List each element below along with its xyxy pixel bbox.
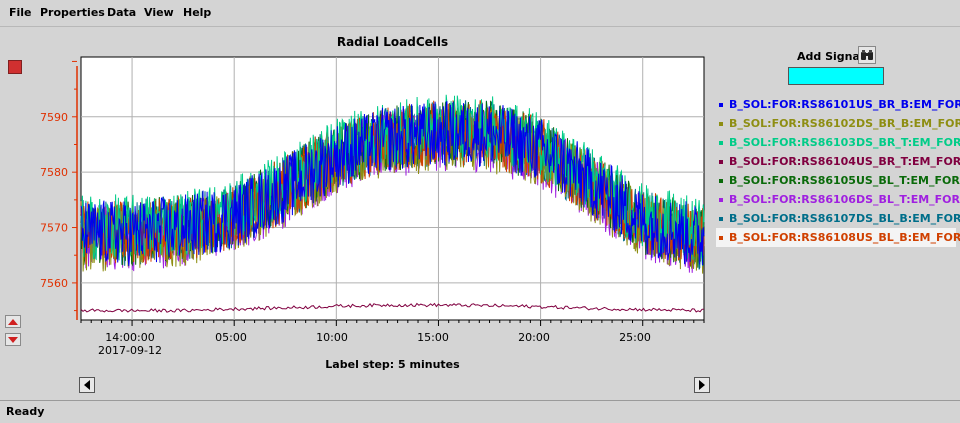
legend-label: B_SOL:FOR:RS86105US_BL_T:EM_FORCE (729, 174, 960, 187)
legend-label: B_SOL:FOR:RS86107DS_BL_B:EM_FORCE (729, 212, 960, 225)
find-signal-button[interactable] (858, 46, 876, 64)
legend-marker-icon (719, 235, 723, 240)
x-date-label: 2017-09-12 (98, 344, 162, 357)
legend-item[interactable]: B_SOL:FOR:RS86101US_BR_B:EM_FORCE (716, 95, 960, 114)
x-tick-label: 20:00 (518, 331, 550, 344)
x-tick-label: 15:00 (417, 331, 449, 344)
legend-marker-icon (719, 159, 723, 164)
legend-item[interactable]: B_SOL:FOR:RS86107DS_BL_B:EM_FORCE (716, 209, 960, 228)
legend-label: B_SOL:FOR:RS86101US_BR_B:EM_FORCE (729, 98, 960, 111)
legend-label: B_SOL:FOR:RS86106DS_BL_T:EM_FORCE (729, 193, 960, 206)
axis-color-button[interactable] (8, 60, 22, 74)
scroll-left-button[interactable] (79, 377, 95, 393)
arrow-down-icon (8, 336, 18, 343)
legend-label: B_SOL:FOR:RS86104US_BR_T:EM_FORCE (729, 155, 960, 168)
series-line (80, 302, 705, 313)
legend-item[interactable]: B_SOL:FOR:RS86104US_BR_T:EM_FORCE (716, 152, 960, 171)
x-tick-label: 10:00 (316, 331, 348, 344)
chart-title: Radial LoadCells (336, 35, 449, 49)
legend-item[interactable]: B_SOL:FOR:RS86108US_BL_B:EM_FORCE (716, 228, 960, 247)
legend-marker-icon (719, 102, 723, 107)
x-tick-label: 05:00 (215, 331, 247, 344)
y-tick-label: 7590 (40, 111, 68, 124)
y-tick-label: 7570 (40, 222, 68, 235)
menu-help[interactable]: Help (183, 6, 212, 19)
series-line (80, 100, 705, 267)
legend-item[interactable]: B_SOL:FOR:RS86106DS_BL_T:EM_FORCE (716, 190, 960, 209)
menu-view[interactable]: View (144, 6, 174, 19)
status-bar: Ready (0, 400, 960, 423)
legend-marker-icon (719, 140, 723, 145)
legend-label: B_SOL:FOR:RS86102DS_BR_B:EM_FORCE (729, 117, 960, 130)
legend-label: B_SOL:FOR:RS86108US_BL_B:EM_FORCE (729, 231, 960, 244)
menu-properties[interactable]: Properties (40, 6, 105, 19)
arrow-right-icon (699, 380, 705, 390)
scroll-right-button[interactable] (694, 377, 710, 393)
scale-up-button[interactable] (5, 315, 21, 328)
y-tick-label: 7580 (40, 166, 68, 179)
x-axis-label: Label step: 5 minutes (325, 358, 460, 371)
binoculars-icon (861, 50, 873, 60)
x-tick-label: 14:00:00 (105, 331, 155, 344)
legend-item[interactable]: B_SOL:FOR:RS86105US_BL_T:EM_FORCE (716, 171, 960, 190)
legend-label: B_SOL:FOR:RS86103DS_BR_T:EM_FORCE (729, 136, 960, 149)
arrow-up-icon (8, 318, 18, 325)
y-tick-label: 7560 (40, 277, 68, 290)
x-tick-label: 25:00 (619, 331, 651, 344)
status-text: Ready (6, 405, 45, 418)
legend-item[interactable]: B_SOL:FOR:RS86103DS_BR_T:EM_FORCE (716, 133, 960, 152)
series-line (80, 94, 705, 266)
legend-marker-icon (719, 216, 723, 221)
signal-input[interactable] (788, 67, 884, 85)
menu-bar: File Properties Data View Help (0, 0, 960, 27)
scale-down-button[interactable] (5, 333, 21, 346)
legend-item[interactable]: B_SOL:FOR:RS86102DS_BR_B:EM_FORCE (716, 114, 960, 133)
menu-data[interactable]: Data (107, 6, 137, 19)
legend-marker-icon (719, 121, 723, 126)
legend-marker-icon (719, 197, 723, 202)
menu-file[interactable]: File (9, 6, 32, 19)
add-signal-label: Add Signal (797, 50, 864, 63)
arrow-left-icon (84, 380, 90, 390)
chart-plot: 7560 7570 7580 7590 (40, 56, 705, 326)
legend-marker-icon (719, 178, 723, 183)
legend: B_SOL:FOR:RS86101US_BR_B:EM_FORCE B_SOL:F… (716, 95, 960, 247)
